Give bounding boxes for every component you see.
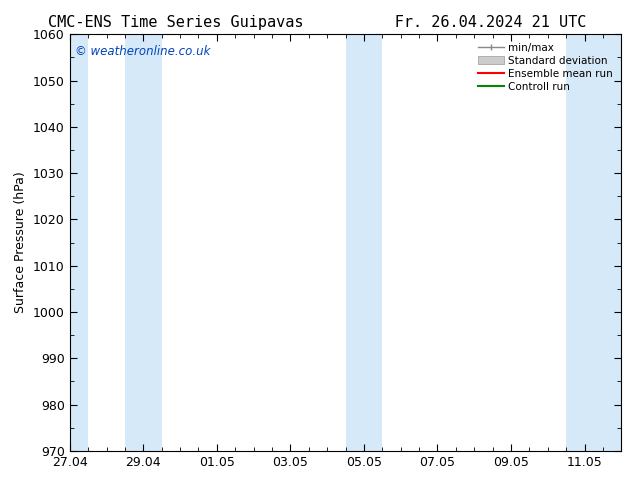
Bar [125, 34, 162, 451]
Text: © weatheronline.co.uk: © weatheronline.co.uk [75, 45, 210, 58]
Bar [70, 34, 88, 451]
Bar [346, 34, 382, 451]
Y-axis label: Surface Pressure (hPa): Surface Pressure (hPa) [15, 172, 27, 314]
Legend: min/max, Standard deviation, Ensemble mean run, Controll run: min/max, Standard deviation, Ensemble me… [475, 40, 616, 95]
Text: CMC-ENS Time Series Guipavas          Fr. 26.04.2024 21 UTC: CMC-ENS Time Series Guipavas Fr. 26.04.2… [48, 15, 586, 30]
Bar [566, 34, 621, 451]
